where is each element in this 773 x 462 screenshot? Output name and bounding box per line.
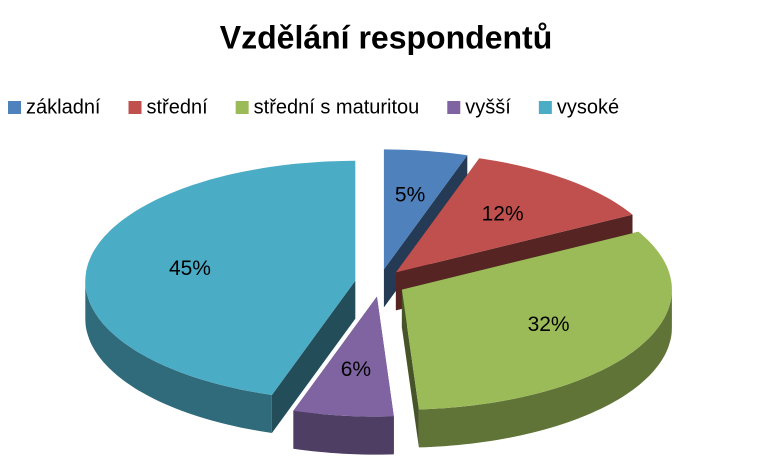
- data-label: 6%: [341, 358, 371, 381]
- legend-swatch: [128, 101, 142, 114]
- legend-label: vyšší: [465, 96, 511, 118]
- legend-label: základní: [26, 96, 101, 118]
- pie-tops: [85, 149, 672, 417]
- slice-wall: [401, 289, 419, 448]
- legend-label: vysoké: [557, 96, 619, 118]
- chart-title: Vzdělání respondentů: [220, 19, 552, 55]
- slice: [293, 296, 394, 417]
- slice-wall: [271, 280, 356, 433]
- slice: [401, 231, 672, 410]
- slice-side: [85, 280, 272, 433]
- slice: [383, 149, 468, 270]
- slice: [395, 158, 633, 273]
- legend-swatch: [538, 101, 552, 114]
- legend-swatch: [447, 101, 461, 114]
- slice: [85, 160, 356, 395]
- data-label: 32%: [528, 313, 570, 336]
- slice-side: [293, 410, 394, 455]
- data-label: 45%: [169, 257, 211, 280]
- legend-label: střední s maturitou: [254, 96, 420, 118]
- legend-swatch: [8, 101, 21, 114]
- legend-swatch: [235, 101, 249, 114]
- data-label: 5%: [395, 183, 425, 206]
- slice-side: [418, 289, 672, 448]
- data-label: 12%: [482, 203, 524, 226]
- legend-label: střední: [147, 96, 209, 118]
